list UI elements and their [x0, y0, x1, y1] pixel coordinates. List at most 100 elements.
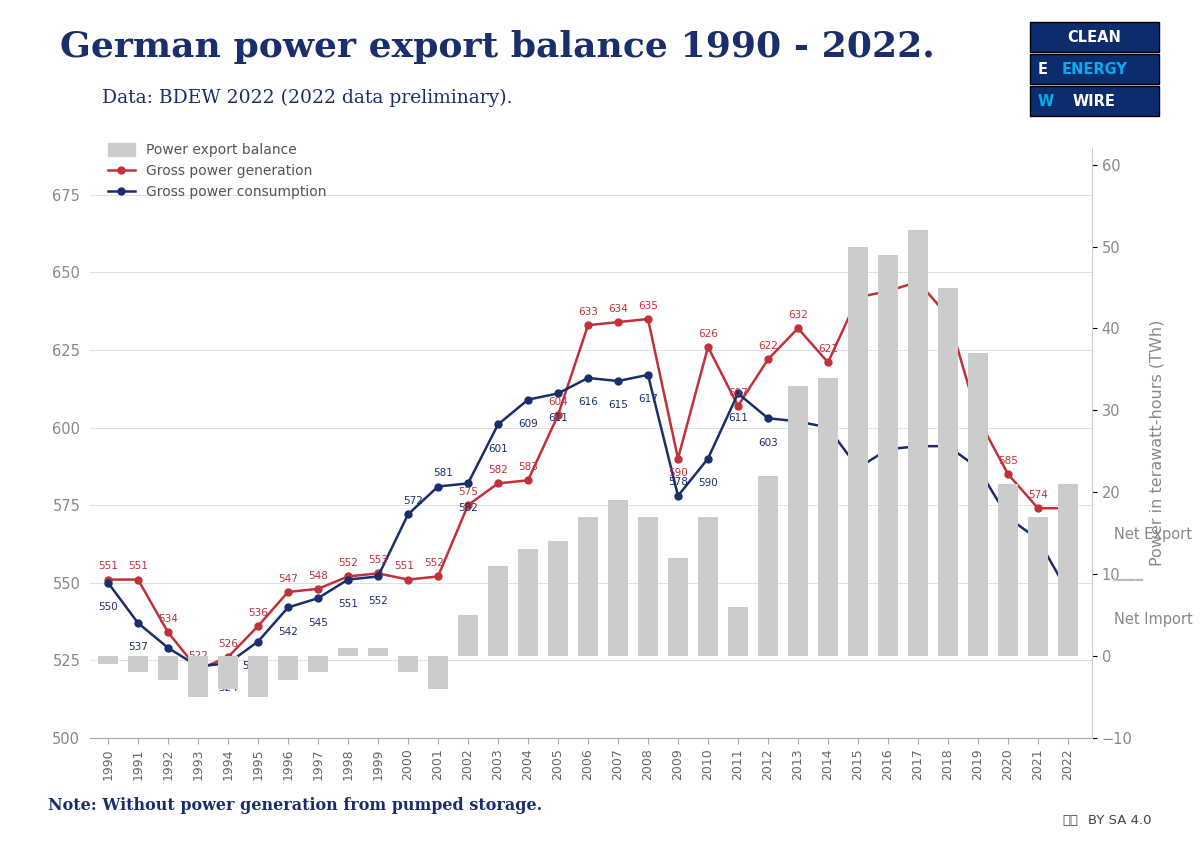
Text: 564: 564 — [1028, 559, 1048, 569]
Text: 622: 622 — [758, 341, 778, 351]
Text: 633: 633 — [578, 307, 598, 317]
Text: 601: 601 — [488, 444, 508, 454]
Legend: Power export balance, Gross power generation, Gross power consumption: Power export balance, Gross power genera… — [102, 137, 332, 204]
Bar — [458, 615, 478, 656]
Text: 534: 534 — [158, 614, 178, 624]
Text: 536: 536 — [248, 608, 268, 617]
Text: 634: 634 — [608, 304, 628, 314]
FancyBboxPatch shape — [1030, 54, 1159, 84]
Bar — [968, 353, 988, 656]
Text: 581: 581 — [433, 468, 454, 478]
Text: 593: 593 — [878, 469, 898, 479]
Text: 551: 551 — [128, 561, 148, 572]
Text: 545: 545 — [308, 617, 328, 628]
Text: 611: 611 — [548, 413, 568, 423]
Text: 526: 526 — [218, 639, 238, 649]
Text: 575: 575 — [458, 487, 478, 497]
Text: 551: 551 — [98, 561, 118, 572]
Bar — [128, 656, 148, 672]
Text: German power export balance 1990 - 2022.: German power export balance 1990 - 2022. — [60, 30, 935, 64]
Text: 616: 616 — [578, 398, 598, 407]
Bar — [278, 656, 298, 680]
Text: 587: 587 — [848, 488, 868, 497]
Text: 550: 550 — [98, 602, 118, 612]
Text: ENERGY: ENERGY — [1062, 62, 1127, 76]
Bar — [518, 550, 538, 656]
Bar — [1028, 516, 1048, 656]
Bar — [1058, 484, 1078, 656]
Bar — [428, 656, 448, 689]
Text: 542: 542 — [278, 627, 298, 637]
Bar — [488, 566, 508, 656]
Text: 594: 594 — [938, 466, 958, 476]
Text: 524: 524 — [218, 683, 238, 693]
Text: 571: 571 — [998, 499, 1018, 509]
Text: Net Export: Net Export — [1114, 527, 1192, 542]
Bar — [938, 287, 958, 656]
Text: 531: 531 — [242, 661, 263, 671]
Text: W: W — [1038, 93, 1054, 109]
Text: 594: 594 — [908, 466, 928, 476]
Text: WIRE: WIRE — [1073, 93, 1116, 109]
Text: Note: Without power generation from pumped storage.: Note: Without power generation from pump… — [48, 797, 542, 814]
Text: 582: 582 — [458, 503, 478, 513]
Text: 604: 604 — [548, 397, 568, 407]
Bar — [98, 656, 118, 664]
Bar — [908, 231, 928, 656]
Bar — [368, 648, 388, 656]
Bar — [638, 516, 658, 656]
Text: 583: 583 — [518, 462, 538, 472]
Text: 547: 547 — [1058, 611, 1078, 622]
Text: 585: 585 — [998, 455, 1018, 466]
Text: Net Import: Net Import — [1114, 611, 1193, 627]
Text: 632: 632 — [788, 310, 808, 320]
Text: ⒸⒸ: ⒸⒸ — [1062, 814, 1078, 827]
Bar — [848, 247, 868, 656]
Text: 590: 590 — [698, 478, 718, 488]
Text: 547: 547 — [278, 573, 298, 583]
FancyBboxPatch shape — [1030, 86, 1159, 116]
Text: 590: 590 — [668, 468, 688, 478]
Bar — [878, 254, 898, 656]
Text: 600: 600 — [818, 447, 838, 457]
Bar — [188, 656, 208, 697]
Text: 587: 587 — [968, 488, 988, 497]
Bar — [398, 656, 418, 672]
Bar — [308, 656, 328, 672]
Text: 574: 574 — [1028, 490, 1048, 499]
Text: 552: 552 — [368, 596, 388, 606]
Bar — [578, 516, 598, 656]
Text: 572: 572 — [403, 496, 424, 506]
Bar — [998, 484, 1018, 656]
Bar — [758, 476, 778, 656]
Text: 603: 603 — [968, 400, 988, 410]
Text: 602: 602 — [788, 441, 808, 451]
Text: 626: 626 — [698, 328, 718, 338]
Bar — [158, 656, 178, 680]
Text: 611: 611 — [728, 413, 748, 423]
Bar — [668, 558, 688, 656]
Text: 609: 609 — [518, 419, 538, 429]
Text: 578: 578 — [668, 477, 688, 488]
Text: Data: BDEW 2022 (2022 data preliminary).: Data: BDEW 2022 (2022 data preliminary). — [102, 89, 512, 108]
Text: 548: 548 — [308, 571, 328, 581]
Bar — [818, 377, 838, 656]
Text: 621: 621 — [818, 344, 838, 354]
Text: 644: 644 — [878, 273, 898, 282]
Text: 574: 574 — [1058, 490, 1078, 499]
Text: 642: 642 — [848, 279, 868, 289]
Text: 552: 552 — [424, 558, 444, 568]
FancyBboxPatch shape — [1030, 22, 1159, 52]
Text: 529: 529 — [158, 667, 178, 678]
Text: 552: 552 — [338, 558, 358, 568]
Text: 551: 551 — [394, 561, 414, 572]
Bar — [218, 656, 238, 689]
Text: 617: 617 — [638, 394, 658, 404]
Text: 647: 647 — [908, 264, 928, 273]
Text: 522: 522 — [188, 651, 208, 661]
Bar — [788, 386, 808, 656]
Text: 523: 523 — [188, 686, 208, 696]
Bar — [548, 541, 568, 656]
Y-axis label: Power in terawatt-hours (TWh): Power in terawatt-hours (TWh) — [1150, 320, 1164, 566]
Text: E: E — [1038, 62, 1048, 76]
